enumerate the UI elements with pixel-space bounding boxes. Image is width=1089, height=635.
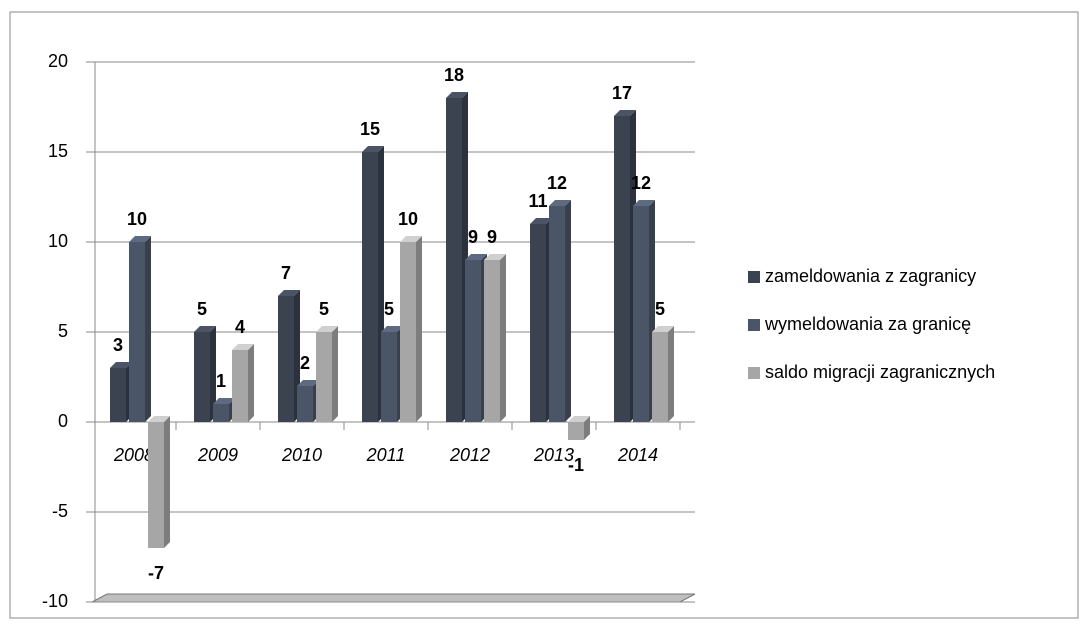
bar-top — [316, 326, 338, 332]
data-label: 2 — [300, 353, 310, 373]
legend-label: zameldowania z zagranicy — [765, 266, 976, 286]
bar — [400, 242, 416, 422]
y-tick-label: 5 — [58, 321, 68, 341]
bar-top — [278, 290, 300, 296]
data-label: 5 — [197, 299, 207, 319]
legend-label: saldo migracji zagranicznych — [765, 362, 995, 382]
data-label: 4 — [235, 317, 245, 337]
bar-top — [148, 416, 170, 422]
data-label: 5 — [319, 299, 329, 319]
bar-side — [565, 200, 571, 422]
data-label: -1 — [568, 455, 584, 475]
bar — [446, 98, 462, 422]
data-label: 1 — [216, 371, 226, 391]
x-tick-label: 2013 — [533, 445, 574, 465]
data-label: 5 — [655, 299, 665, 319]
bar-side — [210, 326, 216, 422]
bar — [148, 422, 164, 548]
data-label: 3 — [113, 335, 123, 355]
legend-swatch — [748, 367, 760, 379]
legend-swatch — [748, 319, 760, 331]
bar — [381, 332, 397, 422]
bar-top — [465, 254, 487, 260]
bar-top — [381, 326, 403, 332]
bar — [194, 332, 210, 422]
data-label: 11 — [528, 191, 547, 211]
bar — [129, 242, 145, 422]
data-label: 5 — [384, 299, 394, 319]
bar-top — [213, 398, 235, 404]
bar — [362, 152, 378, 422]
bar-side — [668, 326, 674, 422]
bar — [110, 368, 126, 422]
data-label: 9 — [487, 227, 497, 247]
bar — [633, 206, 649, 422]
x-tick-label: 2008 — [113, 445, 154, 465]
bar-top — [614, 110, 636, 116]
bar-top — [446, 92, 468, 98]
bar — [484, 260, 500, 422]
y-tick-label: 0 — [58, 411, 68, 431]
bar-side — [164, 416, 170, 548]
bar-side — [332, 326, 338, 422]
floor — [91, 593, 696, 603]
data-label: 10 — [398, 209, 418, 229]
x-tick-label: 2012 — [449, 445, 490, 465]
data-label: 12 — [631, 173, 651, 193]
bar — [614, 116, 630, 422]
x-tick-label: 2010 — [281, 445, 322, 465]
bar — [278, 296, 294, 422]
bar-side — [248, 344, 254, 422]
bar — [652, 332, 668, 422]
data-label: 12 — [547, 173, 567, 193]
bar-top — [568, 416, 590, 422]
bar — [568, 422, 584, 440]
bar-top — [652, 326, 674, 332]
bar-top — [530, 218, 552, 224]
bar-side — [416, 236, 422, 422]
data-label: 10 — [127, 209, 147, 229]
data-label: 17 — [612, 83, 632, 103]
bar — [297, 386, 313, 422]
data-label: 18 — [444, 65, 464, 85]
bar-side — [145, 236, 151, 422]
bar-top — [297, 380, 319, 386]
bar-side — [584, 416, 590, 440]
bar-top — [362, 146, 384, 152]
x-tick-label: 2009 — [197, 445, 238, 465]
legend-label: wymeldowania za granicę — [764, 314, 971, 334]
data-label: 7 — [281, 263, 291, 283]
bar — [549, 206, 565, 422]
x-tick-label: 2011 — [366, 445, 406, 465]
data-label: 9 — [468, 227, 478, 247]
data-label: 15 — [360, 119, 380, 139]
bar — [530, 224, 546, 422]
bar — [213, 404, 229, 422]
legend-swatch — [748, 271, 760, 283]
y-tick-label: -10 — [42, 591, 68, 611]
bar — [316, 332, 332, 422]
bar-top — [110, 362, 132, 368]
bar-top — [194, 326, 216, 332]
bar-top — [129, 236, 151, 242]
bar — [232, 350, 248, 422]
y-tick-label: 15 — [48, 141, 68, 161]
y-tick-label: -5 — [52, 501, 68, 521]
data-label: -7 — [148, 563, 164, 583]
bar-top — [549, 200, 571, 206]
bar — [465, 260, 481, 422]
bar-top — [232, 344, 254, 350]
bar-side — [500, 254, 506, 422]
x-tick-label: 2014 — [617, 445, 658, 465]
bar-top — [633, 200, 655, 206]
bar-top — [484, 254, 506, 260]
y-tick-label: 10 — [48, 231, 68, 251]
bar-top — [400, 236, 422, 242]
y-tick-label: 20 — [48, 51, 68, 71]
